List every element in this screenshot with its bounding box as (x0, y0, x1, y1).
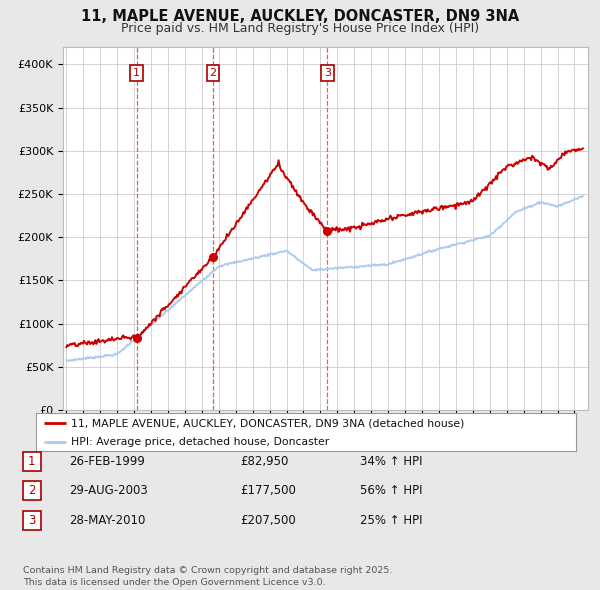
Text: £82,950: £82,950 (240, 455, 289, 468)
Text: 2: 2 (209, 68, 217, 78)
Text: 26-FEB-1999: 26-FEB-1999 (69, 455, 145, 468)
Text: 11, MAPLE AVENUE, AUCKLEY, DONCASTER, DN9 3NA: 11, MAPLE AVENUE, AUCKLEY, DONCASTER, DN… (81, 9, 519, 24)
Text: £177,500: £177,500 (240, 484, 296, 497)
Text: 2: 2 (28, 484, 35, 497)
Text: 3: 3 (324, 68, 331, 78)
Text: £207,500: £207,500 (240, 514, 296, 527)
Text: 34% ↑ HPI: 34% ↑ HPI (360, 455, 422, 468)
Text: 3: 3 (28, 514, 35, 527)
Text: 1: 1 (133, 68, 140, 78)
Text: HPI: Average price, detached house, Doncaster: HPI: Average price, detached house, Donc… (71, 437, 329, 447)
Text: 56% ↑ HPI: 56% ↑ HPI (360, 484, 422, 497)
Text: 11, MAPLE AVENUE, AUCKLEY, DONCASTER, DN9 3NA (detached house): 11, MAPLE AVENUE, AUCKLEY, DONCASTER, DN… (71, 418, 464, 428)
Text: Price paid vs. HM Land Registry's House Price Index (HPI): Price paid vs. HM Land Registry's House … (121, 22, 479, 35)
Text: 28-MAY-2010: 28-MAY-2010 (69, 514, 145, 527)
Text: Contains HM Land Registry data © Crown copyright and database right 2025.
This d: Contains HM Land Registry data © Crown c… (23, 566, 392, 587)
Text: 25% ↑ HPI: 25% ↑ HPI (360, 514, 422, 527)
Text: 29-AUG-2003: 29-AUG-2003 (69, 484, 148, 497)
Text: 1: 1 (28, 455, 35, 468)
